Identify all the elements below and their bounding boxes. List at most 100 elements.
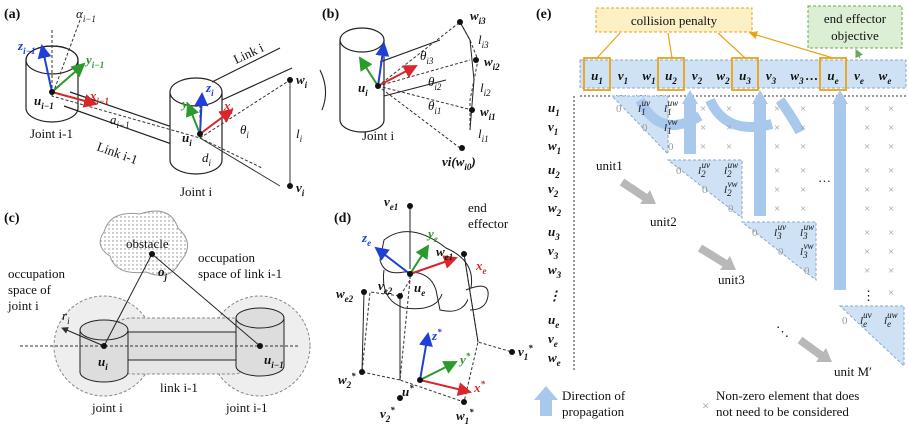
l-cell: l1vw (664, 117, 678, 136)
col-header: u2 (665, 68, 677, 86)
row-header: ⋮ (548, 288, 561, 303)
col-header: w1 (642, 68, 655, 86)
row-header: w1 (548, 138, 561, 156)
panel-c-label: (c) (4, 211, 20, 226)
legend-arrow-line2: propagation (562, 404, 625, 419)
b-v-label: vi(wi0) (442, 154, 476, 172)
col-header: ve (854, 68, 864, 86)
l-cell: l3uv (774, 222, 786, 241)
cross-cell: × (864, 122, 870, 134)
cross-cell: × (888, 203, 894, 215)
di-label: di (202, 150, 212, 168)
row-header: u2 (548, 162, 560, 180)
col-header: v2 (692, 68, 703, 86)
c-joint-prev-label: joint i-1 (225, 400, 268, 415)
occ-joint-line1: occupation (8, 266, 66, 281)
cross-cell: × (888, 141, 894, 153)
theta-i-label: θi (240, 122, 249, 140)
cross-cell: × (700, 103, 706, 115)
c-joint-i-label: joint i (91, 400, 123, 415)
cross-cell: × (864, 265, 870, 277)
row-header: v2 (548, 181, 559, 199)
legend-cross-line2: not need to be considered (716, 404, 849, 419)
collision-penalty-box (595, 7, 753, 33)
cross-cell: × (864, 184, 870, 196)
row-header: ve (548, 331, 558, 349)
b-th3-label: θi3 (420, 48, 434, 66)
joint-prev-label: Joint i-1 (30, 126, 73, 141)
panel-a-label: (a) (4, 7, 21, 22)
cross-cell: × (864, 141, 870, 153)
w2s-label: w2* (338, 371, 356, 390)
unit-m-label: unit M′ (834, 364, 872, 379)
col-header: w2 (716, 68, 730, 86)
ri-label: ri (62, 308, 70, 326)
ellipsis-v: ⋮ (862, 288, 875, 303)
cross-cell: × (888, 184, 894, 196)
row-header: we (548, 350, 561, 368)
zero-cell: 0 (752, 227, 758, 239)
end-label-1: end (468, 200, 487, 215)
row-header: w3 (548, 262, 562, 280)
l-cell: l3uw (800, 222, 814, 241)
ellipsis-h: … (818, 170, 831, 185)
cross-cell: × (726, 103, 732, 115)
legend-arrow-line1: Direction of (562, 388, 626, 403)
cross-cell: × (800, 122, 806, 134)
a-prev-label: ai−1 (110, 112, 130, 130)
zero-cell: 0 (702, 184, 708, 196)
xe-label: xe (475, 258, 487, 276)
b-th2-label: θi2 (428, 74, 442, 92)
l-cell: leuw (884, 310, 898, 329)
occ-link-line2: space of link i-1 (198, 266, 282, 281)
alpha-label: αi−1 (76, 6, 96, 24)
ys-label: y* (458, 351, 471, 367)
row-header: u3 (548, 224, 560, 242)
col-header: u3 (739, 68, 751, 86)
col-header: we (879, 68, 892, 86)
zero-cell: 0 (676, 165, 682, 177)
vi-label: vi (296, 180, 305, 198)
objective-box (807, 5, 903, 49)
panel-a: (a) αi−1 zi−1 yi−1 ui−1 xi−1 ai−1 Joint … (4, 6, 308, 199)
cross-cell: × (800, 141, 806, 153)
cross-cell: × (800, 165, 806, 177)
panel-c: (c) obstacle occupation space of joint i… (4, 210, 311, 415)
cross-cell: × (774, 122, 780, 134)
cross-cell: × (774, 141, 780, 153)
cross-cell: × (800, 184, 806, 196)
ve2-label: ve2 (378, 278, 393, 296)
zs-label: z* (431, 327, 442, 343)
b-w1-label: wi1 (480, 104, 496, 122)
header-band (579, 59, 907, 89)
oj-label: oj (158, 264, 168, 282)
col-header: v3 (766, 68, 777, 86)
b-th1-label: θi1 (428, 98, 441, 116)
z-prev-label: zi−1 (17, 38, 36, 56)
zi-label: zi (205, 80, 214, 98)
row-header: v3 (548, 243, 559, 261)
col-header: … (806, 68, 819, 83)
w1s-label: w1* (456, 407, 474, 426)
b-w3-label: wi3 (470, 8, 486, 26)
row-header: v1 (548, 119, 558, 137)
b-l1-label: li1 (478, 126, 489, 144)
obstacle-label: obstacle (126, 236, 169, 251)
link-prev-label: Link i-1 (95, 139, 140, 168)
cross-cell: × (774, 184, 780, 196)
l-cell: leuv (860, 310, 872, 329)
zero-cell: 0 (616, 103, 622, 115)
c-uprev-label: ui−1 (264, 352, 284, 370)
cross-cell: × (864, 203, 870, 215)
ye-label: ye (426, 226, 438, 244)
cross-cell: × (888, 165, 894, 177)
yi-label: yi (180, 96, 191, 114)
panel-d: (d) ve1 end effector ze ye we1 xe we2 ve… (334, 194, 533, 426)
legend-cross-icon: × (702, 398, 709, 413)
l-cell: l2uv (698, 160, 710, 179)
b-l3-label: li3 (478, 32, 489, 50)
zero-cell: 0 (804, 265, 810, 277)
ellipsis-d: ⋱ (776, 324, 789, 339)
occ-joint-line3: joint i (7, 298, 39, 313)
